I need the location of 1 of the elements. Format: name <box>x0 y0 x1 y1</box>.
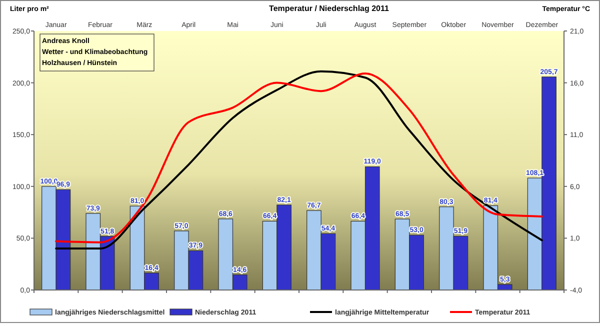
chart-title: Temperatur / Niederschlag 2011 <box>269 4 390 13</box>
